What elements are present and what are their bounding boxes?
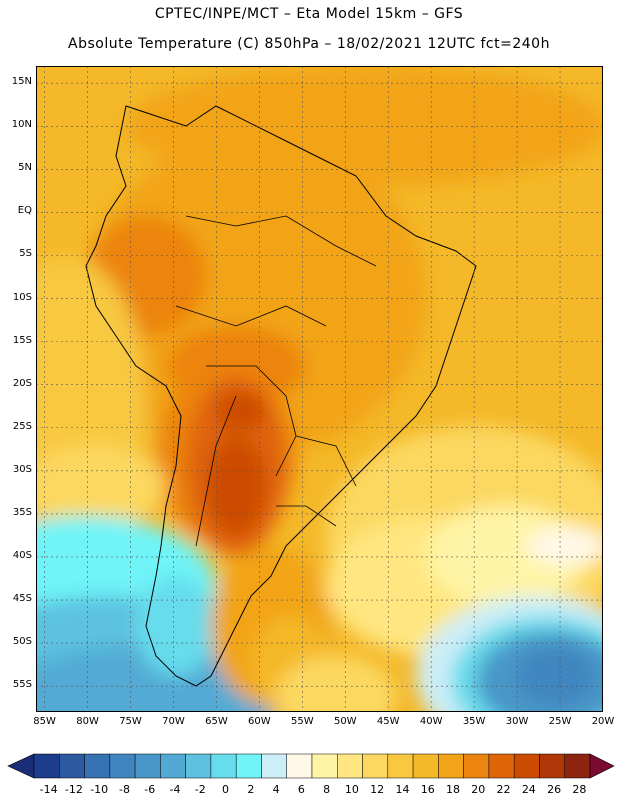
colorbar-cell [412,753,439,779]
latitude-label: 30S [12,463,32,475]
colorbar-cell [160,753,186,779]
colorbar-label: 18 [446,783,460,796]
map-frame [36,66,603,712]
chart-title-line1: CPTEC/INPE/MCT – Eta Model 15km – GFS [154,6,464,22]
longitude-label: 80W [76,716,99,727]
colorbar-label: 28 [572,783,587,796]
longitude-label: 50W [333,716,357,727]
colorbar-cell [185,753,212,779]
latitude-label: EQ [17,205,32,217]
colorbar-cell [513,753,540,779]
colorbar-label: 10 [344,783,359,796]
colorbar-cell [488,753,515,779]
colorbar-label: 0 [222,783,230,796]
latitude-label: 10S [12,291,32,303]
colorbar-label: 6 [297,783,305,796]
colorbar-cell [210,753,237,779]
longitude-label: 60W [248,716,271,727]
colorbar [7,753,615,779]
colorbar-end-right [589,753,615,779]
colorbar-cell [539,753,565,779]
longitude-label: 55W [291,716,314,727]
latitude-label: 15N [11,76,32,88]
latitude-label: 5N [18,162,32,174]
temperature-fields [36,66,603,712]
colorbar-label: 14 [395,783,410,796]
latitude-label: 40S [12,549,32,561]
longitude-label: 85W [33,716,56,727]
colorbar-cell [438,753,464,779]
colorbar-label: -14 [39,783,58,796]
colorbar-label: -6 [144,783,156,796]
colorbar-cell [362,753,389,779]
coastline-south-america [85,105,477,687]
longitude-label: 40W [419,716,443,727]
colorbar-label: 26 [547,783,562,796]
colorbar-cell [286,753,313,779]
longitude-label: 45W [376,716,400,727]
longitude-label: 30W [505,716,529,727]
colorbar-label: 20 [471,783,486,796]
colorbar-label: -4 [169,783,181,796]
longitude-label: 35W [462,716,486,727]
chart-title-line2: Absolute Temperature (C) 850hPa – 18/02/… [68,36,550,52]
colorbar-label: -8 [118,783,130,796]
colorbar-label: 12 [370,783,385,796]
colorbar-label: -12 [64,783,83,796]
colorbar-label: -10 [90,783,109,796]
colorbar-label: -2 [194,783,206,796]
latitude-label: 35S [12,506,32,518]
colorbar-label: 22 [496,783,511,796]
colorbar-label: 16 [420,783,435,796]
colorbar-cell [109,753,136,779]
latitude-label: 15S [12,334,32,346]
colorbar-cell [564,753,591,779]
latitude-label: 45S [12,593,32,605]
latitude-label: 5S [19,248,32,260]
temperature-map [36,66,603,712]
colorbar-cell [235,753,262,779]
longitude-label: 25W [548,716,572,727]
colorbar-cell [311,753,338,779]
colorbar-label: 2 [247,783,255,796]
colorbar-label: 8 [323,783,331,796]
colorbar-cell [337,753,363,779]
colorbar-label: 24 [521,783,536,796]
colorbar-end-left [7,753,35,779]
colorbar-cell [33,753,60,779]
colorbar-cell [463,753,490,779]
colorbar-cell [387,753,414,779]
latitude-label: 20S [12,377,32,389]
colorbar-cell [59,753,85,779]
latitude-label: 55S [12,679,32,691]
longitude-label: 75W [119,716,142,727]
colorbar-cell [84,753,111,779]
latitude-label: 50S [12,636,32,648]
longitude-label: 65W [205,716,228,727]
colorbar-label: 4 [272,783,280,796]
colorbar-cell [134,753,161,779]
longitude-label: 20W [591,716,615,727]
colorbar-cell [261,753,287,779]
latitude-label: 10N [11,119,32,131]
longitude-label: 70W [162,716,185,727]
latitude-label: 25S [12,420,32,432]
